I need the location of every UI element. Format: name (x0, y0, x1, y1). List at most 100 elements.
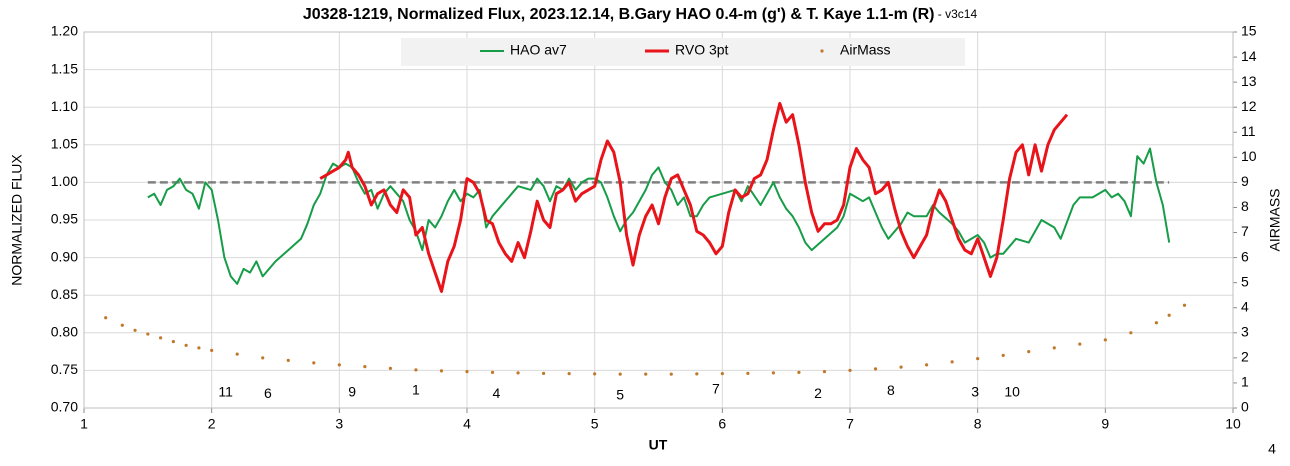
y2-tick-label: 15 (1241, 23, 1257, 39)
airmass-point (104, 316, 108, 320)
annotation: 3 (971, 384, 979, 400)
airmass-point (439, 369, 444, 373)
airmass-point (1027, 350, 1031, 354)
y2-tick-label: 13 (1241, 73, 1257, 89)
y2-tick-label: 9 (1241, 173, 1249, 189)
corner-note: 4 (1268, 441, 1276, 457)
legend-label: AirMass (840, 42, 891, 58)
x-tick-label: 9 (1101, 416, 1109, 432)
title-suffix: - v3c14 (934, 7, 977, 21)
airmass-point (286, 358, 290, 362)
x-axis-title: UT (649, 437, 668, 453)
airmass-point (1103, 338, 1107, 342)
airmass-point (1001, 353, 1005, 357)
airmass-point (925, 363, 929, 367)
airmass-point (1078, 342, 1082, 346)
y-tick-label: 0.90 (51, 248, 78, 264)
annotation: 10 (1004, 384, 1020, 400)
airmass-point (312, 361, 316, 365)
y2-tick-label: 12 (1241, 98, 1257, 114)
y2-tick-label: 11 (1241, 123, 1256, 139)
series-line (319, 101, 1069, 293)
y-tick-label: 1.10 (51, 98, 78, 114)
legend-symbol (820, 49, 824, 53)
airmass-point (976, 357, 980, 361)
annotation: 5 (616, 387, 624, 403)
y-tick-label: 0.75 (51, 361, 78, 377)
annotation: 8 (887, 382, 895, 398)
x-tick-label: 1 (80, 416, 88, 432)
y2-tick-label: 10 (1241, 148, 1257, 164)
x-tick-label: 5 (591, 416, 599, 432)
airmass-point (337, 363, 341, 367)
x-tick-label: 7 (846, 416, 854, 432)
x-tick-label: 2 (208, 416, 216, 432)
airmass-point (1052, 346, 1056, 350)
y-tick-label: 1.15 (51, 60, 78, 76)
y2-tick-label: 4 (1241, 298, 1249, 314)
airmass-point (797, 370, 801, 375)
y-tick-label: 1.05 (51, 136, 78, 152)
airmass-point (593, 372, 597, 376)
airmass-point (363, 365, 367, 369)
y2-tick-label: 7 (1241, 223, 1249, 239)
y-tick-label: 1.20 (51, 23, 78, 39)
airmass-point (644, 372, 648, 376)
annotation: 11 (218, 384, 233, 400)
airmass-point (414, 368, 418, 372)
airmass-point (950, 360, 954, 364)
airmass-point (388, 366, 392, 370)
plot-border (83, 31, 1234, 409)
y-tick-label: 0.95 (51, 211, 78, 227)
y-tick-label: 1.00 (51, 173, 78, 189)
airmass-point (1129, 331, 1133, 335)
airmass-point (618, 372, 622, 376)
y2-tick-label: 5 (1241, 273, 1249, 289)
annotation: 6 (264, 385, 272, 401)
y2-tick-label: 6 (1241, 248, 1249, 264)
annotation: 4 (492, 385, 500, 401)
chart-title: J0328-1219, Normalized Flux, 2023.12.14,… (303, 6, 978, 23)
series-line (147, 147, 1171, 285)
airmass-point (261, 356, 265, 360)
y2-tick-label: 3 (1241, 324, 1249, 340)
airmass-point (567, 372, 571, 376)
x-tick-label: 10 (1225, 416, 1241, 432)
airmass-point (1167, 313, 1171, 317)
airmass-point (184, 343, 188, 347)
annotation: 1 (412, 381, 420, 397)
y2-axis-title: AIRMASS (1267, 188, 1283, 251)
y2-tick-label: 1 (1241, 374, 1249, 390)
y-tick-label: 0.80 (51, 324, 78, 340)
x-tick-label: 4 (463, 416, 471, 432)
airmass-point (159, 336, 163, 340)
airmass-point (146, 332, 150, 336)
y2-tick-label: 2 (1241, 349, 1249, 365)
airmass-point (848, 368, 852, 372)
y2-tick-label: 8 (1241, 198, 1249, 214)
y-tick-label: 0.70 (51, 399, 78, 415)
airmass-point (210, 348, 214, 352)
airmass-point (542, 371, 546, 376)
y-tick-label: 0.85 (51, 286, 78, 302)
airmass-point (516, 371, 520, 375)
airmass-point (720, 372, 724, 376)
airmass-point (1182, 303, 1187, 307)
y-axis-title: NORMALIZED FLUX (9, 154, 25, 286)
title-main: J0328-1219, Normalized Flux, 2023.12.14,… (303, 6, 935, 23)
legend-label: RVO 3pt (675, 42, 729, 58)
airmass-point (133, 328, 137, 332)
y2-tick-label: 14 (1241, 48, 1257, 64)
legend-label: HAO av7 (510, 42, 567, 58)
airmass-point (873, 367, 878, 371)
airmass-point (771, 371, 776, 375)
airmass-point (171, 339, 175, 344)
annotation: 2 (814, 385, 822, 401)
airmass-point (465, 370, 469, 374)
airmass-point (695, 372, 699, 376)
airmass-point (490, 370, 495, 375)
airmass-point (899, 365, 903, 369)
annotation: 9 (348, 384, 356, 400)
airmass-point (669, 372, 673, 376)
